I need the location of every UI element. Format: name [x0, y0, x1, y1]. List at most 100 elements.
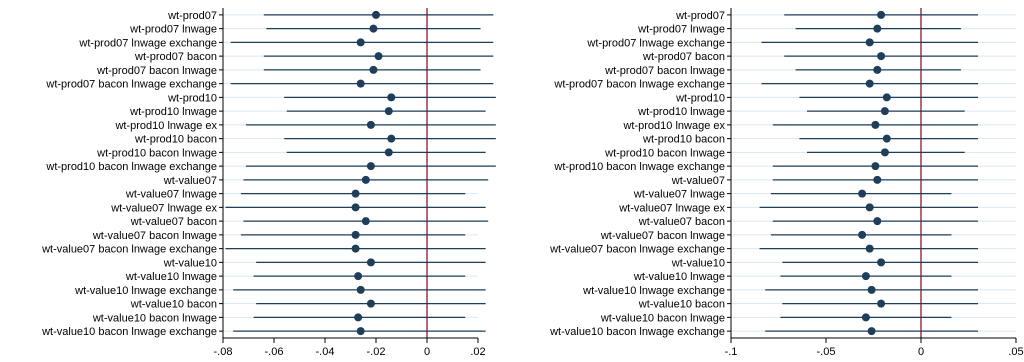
point-estimate [858, 189, 867, 198]
point-estimate [867, 327, 876, 336]
x-tick-label: -.08 [214, 346, 233, 358]
x-tick-label: 0 [918, 346, 924, 358]
category-label: wt-value07 [163, 175, 217, 187]
x-tick-label: -.06 [265, 346, 284, 358]
point-estimate [877, 10, 886, 19]
category-label: wt-value10 [671, 257, 725, 269]
category-label: wt-prod10 bacon lnwage [96, 147, 217, 159]
point-estimate [873, 175, 882, 184]
x-tick-label: -.1 [725, 346, 738, 358]
point-estimate [369, 65, 378, 74]
point-estimate [366, 162, 375, 171]
point-estimate [387, 134, 396, 143]
category-label: wt-prod10 bacon [134, 134, 217, 146]
point-estimate [369, 24, 378, 33]
category-label: wt-value10 [163, 257, 217, 269]
point-estimate [882, 134, 891, 143]
category-label: wt-value07 bacon [638, 216, 725, 228]
category-label: wt-prod10 bacon lnwage [604, 147, 725, 159]
point-estimate [366, 258, 375, 267]
point-estimate [871, 162, 880, 171]
category-label: wt-value10 lnwage exchange [74, 285, 217, 297]
category-label: wt-value10 bacon [638, 299, 725, 311]
category-label: wt-value10 bacon lnwage [600, 312, 725, 324]
point-estimate [873, 217, 882, 226]
category-label: wt-value07 lnwage [633, 189, 725, 201]
point-estimate [356, 285, 365, 294]
category-label: wt-prod10 lnwage ex [622, 120, 725, 132]
category-label: wt-prod10 bacon lnwage exchange [553, 161, 725, 173]
point-estimate [384, 107, 393, 116]
point-estimate [867, 285, 876, 294]
point-estimate [384, 148, 393, 157]
category-label: wt-prod07 bacon [134, 51, 217, 63]
category-label: wt-value10 bacon lnwage exchange [549, 326, 725, 338]
category-label: wt-prod10 bacon lnwage exchange [45, 161, 217, 173]
point-estimate [865, 203, 874, 212]
point-estimate [351, 203, 360, 212]
x-tick-label: 0 [424, 346, 430, 358]
point-estimate [871, 120, 880, 129]
point-estimate [865, 79, 874, 88]
category-label: wt-prod10 [675, 92, 725, 104]
category-label: wt-value07 bacon lnwage [92, 230, 217, 242]
point-estimate [351, 189, 360, 198]
point-estimate [354, 272, 363, 281]
x-tick-label: .05 [1008, 346, 1023, 358]
point-estimate [873, 65, 882, 74]
x-tick-label: -.02 [367, 346, 386, 358]
category-label: wt-prod07 bacon lnwage [96, 65, 217, 77]
point-estimate [366, 299, 375, 308]
category-label: wt-value10 bacon [130, 299, 217, 311]
point-estimate [372, 10, 380, 19]
category-label: wt-value07 bacon lnwage exchange [549, 244, 725, 256]
category-label: wt-prod10 lnwage [637, 106, 725, 118]
point-estimate [356, 38, 365, 47]
category-label: wt-value07 bacon lnwage [600, 230, 725, 242]
point-estimate [361, 217, 370, 226]
category-label: wt-value07 lnwage [125, 189, 217, 201]
point-estimate [880, 148, 889, 157]
point-estimate [356, 79, 365, 88]
category-label: wt-prod07 lnwage [637, 24, 725, 36]
category-label: wt-prod07 [167, 10, 217, 22]
point-estimate [861, 272, 870, 281]
point-estimate [374, 52, 383, 61]
category-label: wt-value07 bacon lnwage exchange [41, 244, 217, 256]
point-estimate [387, 93, 396, 102]
point-estimate [351, 230, 360, 239]
category-label: wt-prod07 lnwage [129, 24, 217, 36]
point-estimate [366, 120, 375, 129]
category-label: wt-prod07 bacon lnwage exchange [45, 79, 217, 91]
category-label: wt-prod07 bacon lnwage [604, 65, 725, 77]
point-estimate [351, 244, 360, 253]
point-estimate [882, 93, 891, 102]
point-estimate [873, 24, 882, 33]
category-label: wt-value07 lnwage ex [618, 202, 725, 214]
x-tick-label: .02 [470, 346, 485, 358]
category-label: wt-value10 bacon lnwage exchange [41, 326, 217, 338]
category-label: wt-prod10 [167, 92, 217, 104]
category-label: wt-value10 lnwage [633, 271, 725, 283]
x-tick-label: -.04 [316, 346, 335, 358]
point-estimate [880, 107, 889, 116]
category-label: wt-prod10 lnwage [129, 106, 217, 118]
category-label: wt-prod10 bacon [642, 134, 725, 146]
point-estimate [877, 258, 886, 267]
point-estimate [877, 52, 886, 61]
x-tick-label: -.05 [817, 346, 836, 358]
point-estimate [865, 38, 874, 47]
category-label: wt-value10 bacon lnwage [92, 312, 217, 324]
category-label: wt-prod07 lnwage exchange [586, 37, 725, 49]
category-label: wt-prod07 lnwage exchange [78, 37, 217, 49]
category-label: wt-prod07 bacon lnwage exchange [553, 79, 725, 91]
category-label: wt-value07 bacon [130, 216, 217, 228]
point-estimate [361, 175, 370, 184]
category-label: wt-value07 [671, 175, 725, 187]
category-label: wt-prod07 [675, 10, 725, 22]
category-label: wt-value10 lnwage exchange [582, 285, 725, 297]
point-estimate [877, 299, 886, 308]
category-label: wt-prod10 lnwage ex [114, 120, 217, 132]
category-label: wt-value10 lnwage [125, 271, 217, 283]
point-estimate [858, 230, 867, 239]
